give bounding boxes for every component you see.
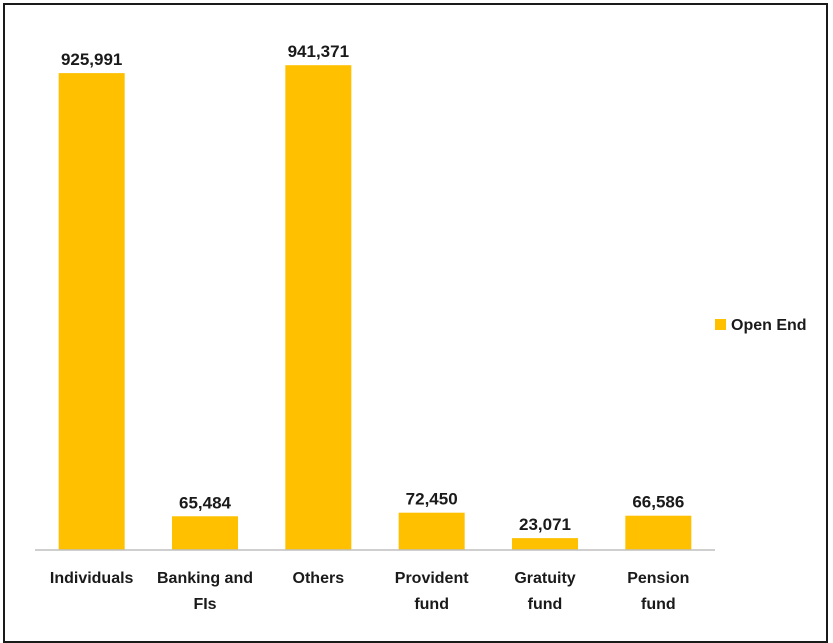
category-label-5: Pension fund — [627, 570, 689, 613]
category-label-4: Gratuity fund — [514, 570, 575, 613]
data-label-4: 23,071 — [519, 515, 571, 534]
bar-1 — [172, 516, 238, 550]
category-label-line: FIs — [193, 596, 216, 613]
category-label-line: fund — [414, 596, 449, 613]
bar-4 — [512, 538, 578, 550]
category-label-line: fund — [641, 596, 676, 613]
legend-label-open-end: Open End — [731, 317, 807, 334]
bars-layer — [58, 65, 692, 551]
category-label-line: fund — [528, 596, 563, 613]
category-label-1: Banking and FIs — [157, 570, 253, 613]
bar-3 — [398, 512, 465, 550]
bar-2 — [285, 65, 352, 550]
category-labels-layer: Individuals Banking and FIs Others Provident… — [50, 570, 690, 613]
category-label-line: Banking and — [157, 570, 253, 587]
data-label-3: 72,450 — [406, 490, 458, 509]
category-label-line: Provident — [395, 570, 469, 587]
data-label-5: 66,586 — [632, 493, 684, 512]
category-label-2: Others — [293, 570, 345, 587]
category-label-line: Others — [293, 570, 345, 587]
category-label-3: Provident fund — [395, 570, 469, 613]
category-label-line: Gratuity — [514, 570, 575, 587]
data-label-2: 941,371 — [288, 42, 349, 61]
legend-swatch — [715, 319, 726, 330]
category-label-line: Individuals — [50, 570, 134, 587]
legend: Open End — [715, 317, 807, 334]
data-label-1: 65,484 — [179, 493, 232, 512]
chart-frame: 925,991 65,484 941,371 72,450 23,071 66,586 I… — [3, 3, 828, 643]
data-labels-layer: 925,991 65,484 941,371 72,450 23,071 66,586 — [61, 42, 684, 534]
data-label-0: 925,991 — [61, 50, 122, 69]
bar-0 — [58, 73, 125, 551]
category-label-0: Individuals — [50, 570, 134, 587]
bar-chart: 925,991 65,484 941,371 72,450 23,071 66,586 I… — [35, 42, 807, 613]
bar-5 — [625, 515, 692, 550]
category-label-line: Pension — [627, 570, 689, 587]
